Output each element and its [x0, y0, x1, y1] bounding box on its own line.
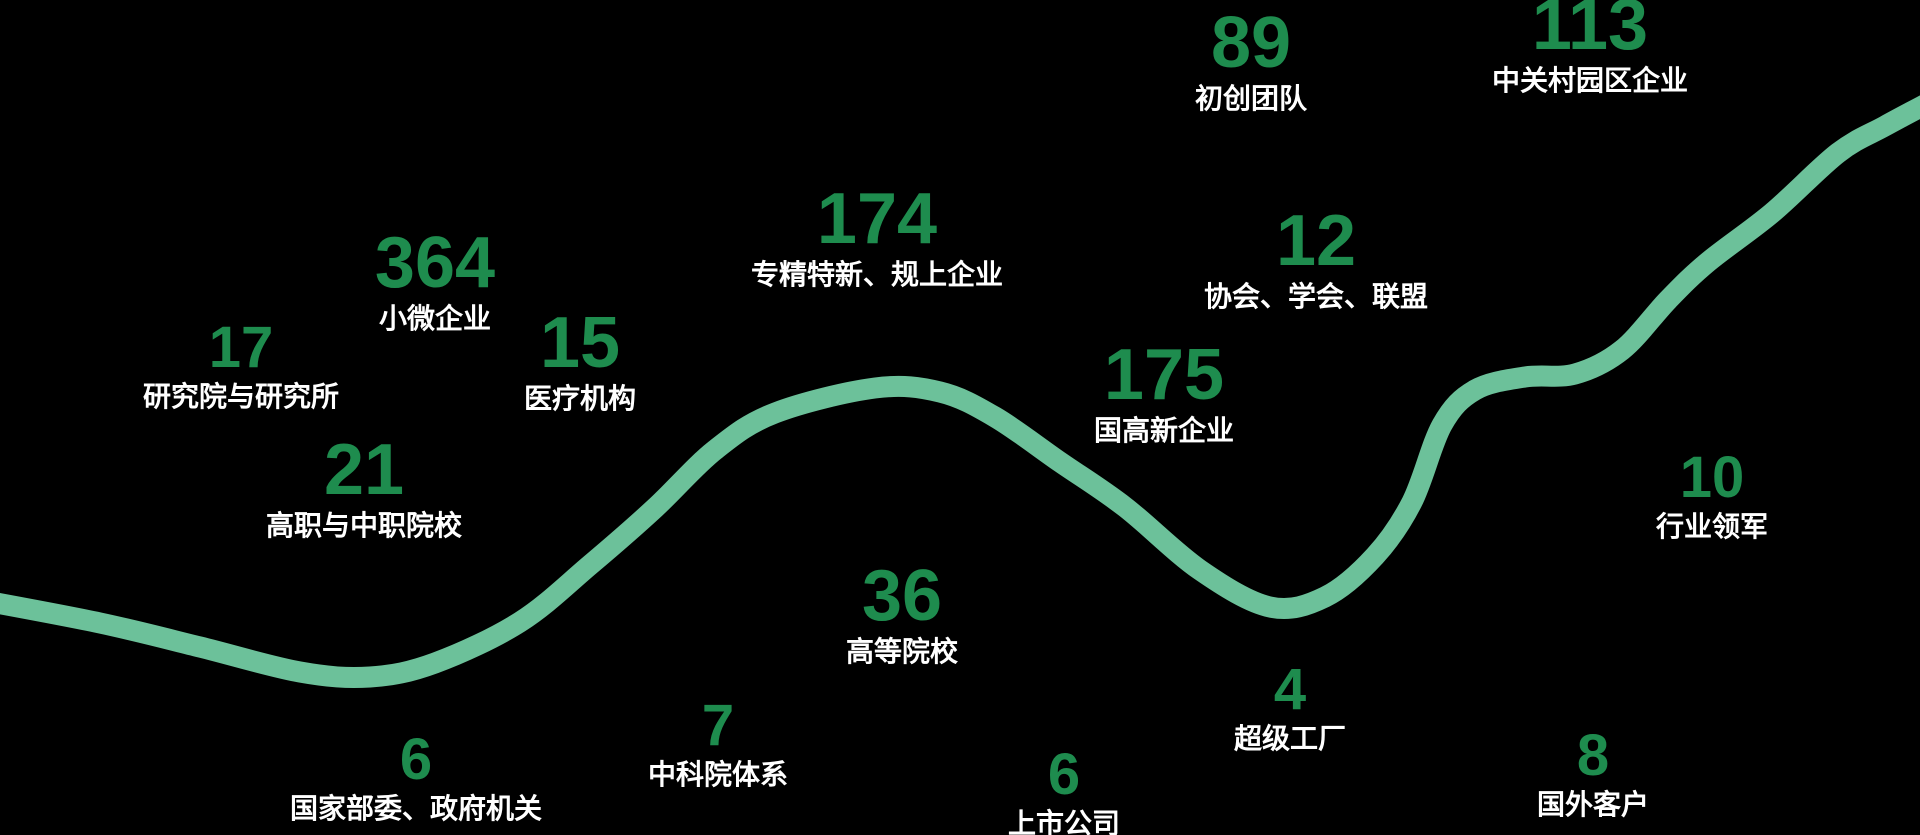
stat-item: 8 国外客户: [1537, 727, 1649, 821]
stat-value: 17: [208, 315, 274, 380]
stat-label: 协会、学会、联盟: [1203, 281, 1429, 312]
stat-value: 36: [861, 556, 943, 636]
stat-item: 17 研究院与研究所: [143, 319, 339, 413]
stat-item: 6 国家部委、政府机关: [290, 731, 542, 825]
stat-value: 8: [1576, 723, 1610, 788]
stat-value: 15: [539, 303, 621, 383]
stat-value: 175: [1103, 335, 1225, 415]
stat-item: 12 协会、学会、联盟: [1204, 205, 1428, 313]
stat-item: 15 医疗机构: [524, 307, 636, 415]
stat-label: 专精特新、规上企业: [750, 259, 1004, 290]
stat-label: 中科院体系: [647, 759, 789, 790]
stat-item: 174 专精特新、规上企业: [751, 183, 1003, 291]
stat-value: 174: [816, 179, 938, 259]
stat-label: 国高新企业: [1093, 415, 1235, 446]
stat-value: 6: [399, 727, 433, 792]
stat-item: 4 超级工厂: [1234, 661, 1346, 755]
stat-item: 113 中关村园区企业: [1492, 0, 1688, 97]
stat-item: 6 上市公司: [1008, 746, 1120, 835]
stat-label: 国外客户: [1536, 789, 1650, 820]
stat-label: 超级工厂: [1233, 723, 1347, 754]
stat-label: 小微企业: [378, 303, 492, 334]
wave-curve: [0, 95, 1920, 689]
stat-label: 初创团队: [1194, 83, 1308, 114]
stat-value: 4: [1273, 657, 1307, 722]
stat-label: 国家部委、政府机关: [289, 793, 543, 824]
stat-label: 高职与中职院校: [265, 510, 463, 541]
stat-value: 113: [1531, 0, 1649, 65]
stat-label: 中关村园区企业: [1491, 65, 1689, 96]
stat-value: 7: [701, 693, 735, 758]
stat-item: 36 高等院校: [846, 560, 958, 668]
stat-label: 研究院与研究所: [142, 381, 340, 412]
stat-item: 175 国高新企业: [1094, 339, 1234, 447]
stat-item: 21 高职与中职院校: [266, 434, 462, 542]
stat-item: 7 中科院体系: [648, 697, 788, 791]
stat-label: 医疗机构: [523, 383, 637, 414]
stat-value: 364: [374, 223, 496, 303]
stat-value: 89: [1210, 3, 1292, 83]
stat-item: 364 小微企业: [375, 227, 495, 335]
stat-value: 6: [1047, 742, 1081, 807]
stat-value: 12: [1275, 201, 1357, 281]
stat-item: 10 行业领军: [1656, 449, 1768, 543]
stat-label: 高等院校: [845, 636, 959, 667]
stat-label: 上市公司: [1007, 808, 1121, 835]
stat-value: 21: [323, 430, 405, 510]
stat-item: 89 初创团队: [1195, 7, 1307, 115]
stat-value: 10: [1679, 445, 1745, 510]
stat-label: 行业领军: [1655, 511, 1769, 542]
